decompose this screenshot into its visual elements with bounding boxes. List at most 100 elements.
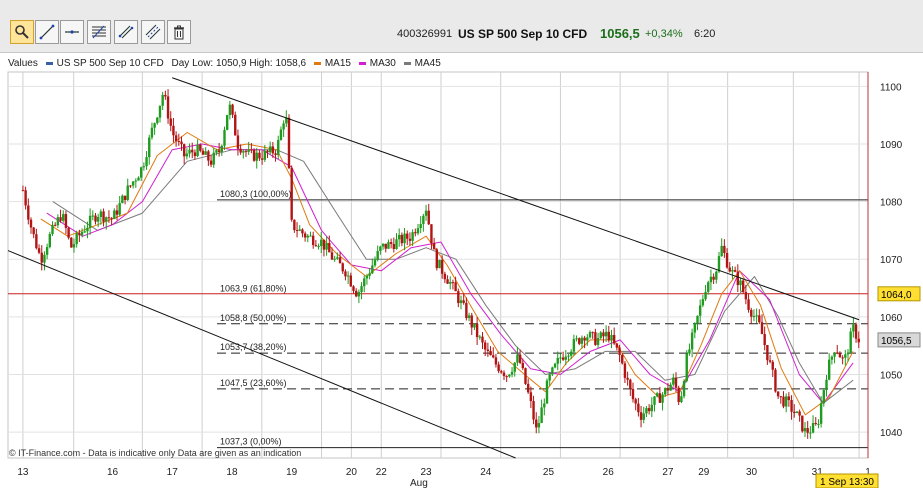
candle-body <box>411 232 414 241</box>
candle-body <box>833 352 836 357</box>
candle-body <box>629 379 632 390</box>
zoom-icon[interactable] <box>10 20 34 44</box>
candle-body <box>107 217 111 219</box>
candle-body <box>626 377 629 380</box>
candle-body <box>545 380 549 404</box>
x-tick-label: 17 <box>167 467 179 478</box>
candle-body <box>193 152 197 157</box>
price-level-label: 1064,0 <box>881 290 912 301</box>
chart-legend: Values US SP 500 Sep 10 CFD Day Low: 105… <box>8 58 446 72</box>
candle-body <box>320 239 323 247</box>
instrument-name: US SP 500 Sep 10 CFD <box>458 27 588 41</box>
candle-body <box>298 229 301 231</box>
candle-body <box>540 407 543 424</box>
candle-body <box>435 249 439 269</box>
candle-body <box>287 117 291 169</box>
candle-body <box>647 408 651 412</box>
candle-body <box>768 360 772 362</box>
candle-body <box>158 105 162 118</box>
candle-body <box>139 167 143 178</box>
candle-body <box>48 234 52 248</box>
legend-series[interactable]: US SP 500 Sep 10 CFD <box>45 58 164 69</box>
candle-body <box>502 372 506 377</box>
legend-ma45[interactable]: MA45 <box>403 58 441 69</box>
legend-ma15[interactable]: MA15 <box>313 58 351 69</box>
candle-body <box>365 275 369 279</box>
candle-body <box>500 371 503 373</box>
candle-body <box>164 94 167 97</box>
candle-body <box>594 332 597 345</box>
fibonacci-label: 1058,8 (50,00%) <box>220 313 287 323</box>
candle-body <box>639 412 643 420</box>
candle-body <box>242 151 245 153</box>
candle-body <box>672 377 675 385</box>
candle-body <box>645 408 648 414</box>
candle-body <box>438 259 441 269</box>
candle-body <box>779 396 783 398</box>
trend-line-icon[interactable] <box>35 20 59 44</box>
candle-body <box>137 177 140 181</box>
delete-icon[interactable] <box>167 20 191 44</box>
legend-ma45-label: MA45 <box>414 58 441 69</box>
candle-body <box>806 428 809 433</box>
candle-body <box>607 331 611 341</box>
candle-body <box>86 227 89 232</box>
candle-body <box>225 115 229 130</box>
candle-body <box>290 168 293 220</box>
candle-body <box>260 158 264 160</box>
candle-body <box>311 235 315 246</box>
candle-body <box>72 244 76 248</box>
quote-time: 6:20 <box>694 28 716 40</box>
candle-body <box>228 104 232 116</box>
candle-body <box>336 257 339 259</box>
candle-body <box>408 238 412 241</box>
candle-body <box>677 387 680 403</box>
candle-body <box>250 149 253 151</box>
toolbar: 400326991 US SP 500 Sep 10 CFD 1056,5 +0… <box>0 0 923 53</box>
candle-body <box>392 243 396 250</box>
candle-body <box>548 374 551 381</box>
candle-body <box>381 243 385 247</box>
parallel-lines-icon[interactable] <box>141 20 165 44</box>
candle-body <box>333 258 336 260</box>
candle-body <box>782 396 785 407</box>
candle-body <box>838 352 842 358</box>
candle-body <box>24 190 27 206</box>
candle-body <box>110 218 113 220</box>
legend-ma30[interactable]: MA30 <box>358 58 396 69</box>
candle-body <box>825 379 828 391</box>
candle-body <box>575 338 578 340</box>
candle-body <box>537 423 541 428</box>
candle-body <box>712 276 715 280</box>
y-tick-label: 1100 <box>880 82 902 93</box>
x-tick-label: 23 <box>420 467 432 478</box>
candle-body <box>715 271 718 280</box>
candle-body <box>105 217 108 222</box>
candle-body <box>642 413 645 420</box>
candle-body <box>78 233 81 236</box>
candle-body <box>94 215 97 222</box>
candle-body <box>814 423 817 425</box>
legend-ma30-label: MA30 <box>369 58 396 69</box>
candle-body <box>454 282 457 292</box>
candle-body <box>368 273 371 276</box>
channel-icon[interactable] <box>114 20 138 44</box>
candle-body <box>29 219 33 228</box>
candle-body <box>282 123 285 130</box>
candle-body <box>661 394 664 403</box>
month-label: Aug <box>410 478 428 488</box>
candle-body <box>771 361 774 370</box>
candle-body <box>612 335 616 344</box>
horizontal-line-icon[interactable] <box>60 20 84 44</box>
candle-body <box>99 211 103 217</box>
x-tick-label: 25 <box>543 467 555 478</box>
candle-body <box>489 350 492 356</box>
candle-body <box>698 305 702 316</box>
fibonacci-retracement-icon[interactable] <box>87 20 111 44</box>
y-tick-label: 1070 <box>880 255 903 266</box>
candle-body <box>306 235 310 238</box>
candle-body <box>247 149 250 152</box>
candle-body <box>371 265 374 274</box>
candle-body <box>846 352 850 355</box>
